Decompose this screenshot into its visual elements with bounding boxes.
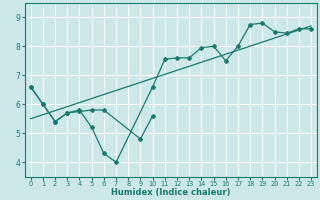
X-axis label: Humidex (Indice chaleur): Humidex (Indice chaleur) [111, 188, 231, 197]
